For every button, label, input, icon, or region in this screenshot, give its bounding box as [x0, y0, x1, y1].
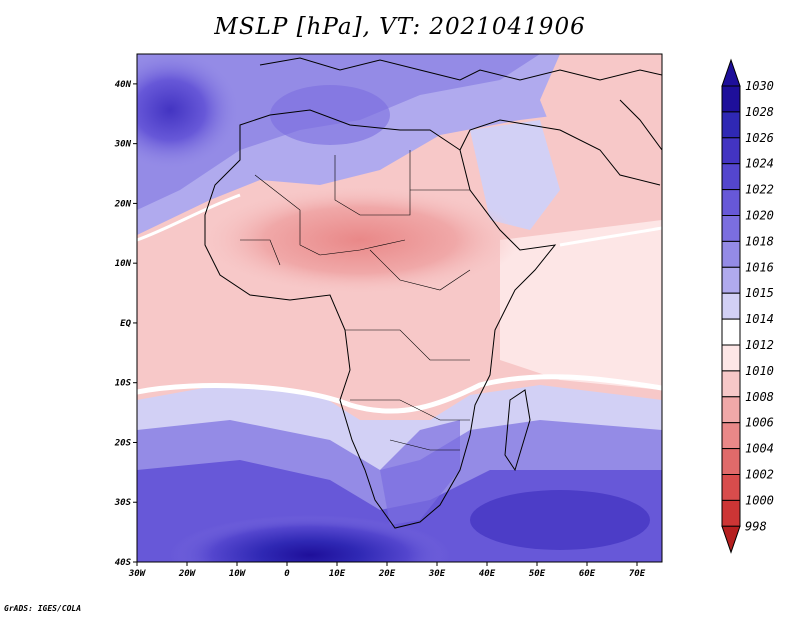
latitude-axis: 40N 30N 20N 10N EQ 10S 20S 30S 40S — [114, 80, 137, 568]
lon-tick-label: 30E — [428, 569, 446, 579]
colorbar-label: 1028 — [745, 105, 774, 119]
lat-tick-label: 20N — [114, 199, 132, 209]
lon-tick-label: 20E — [378, 569, 396, 579]
colorbar-swatch — [721, 448, 741, 476]
lat-tick-label: 20S — [114, 438, 132, 448]
colorbar-min-arrow — [721, 525, 741, 554]
lon-tick-label: 70E — [629, 569, 646, 579]
colorbar-swatch — [721, 292, 741, 320]
colorbar-swatch — [721, 499, 741, 527]
colorbar-label: 1012 — [745, 338, 774, 352]
lat-tick-label: 40N — [115, 80, 132, 90]
colorbar-label: 1008 — [745, 390, 774, 404]
colorbar-swatch — [721, 396, 741, 424]
colorbar-label: 1004 — [745, 442, 774, 456]
colorbar-swatch — [721, 137, 741, 165]
lon-tick-label: 0 — [284, 569, 290, 579]
lat-tick-label: EQ — [120, 319, 131, 329]
map-frame — [136, 53, 663, 563]
grads-credit: GrADS: IGES/COLA — [4, 604, 82, 613]
lon-tick-label: 40E — [479, 569, 496, 579]
lon-tick-label: 20W — [178, 569, 197, 579]
pressure-field — [137, 54, 662, 562]
colorbar-label: 1010 — [745, 364, 774, 378]
colorbar-label: 1020 — [745, 209, 774, 223]
colorbar-swatch — [721, 215, 741, 242]
colorbar-label: 1006 — [745, 416, 774, 430]
colorbar-max-arrow — [721, 58, 741, 87]
colorbar-label: 1002 — [745, 468, 774, 482]
lon-tick-label: 60E — [579, 569, 596, 579]
colorbar-swatch — [721, 240, 741, 268]
lat-tick-label: 30N — [114, 140, 132, 150]
colorbar-swatch — [721, 111, 741, 139]
colorbar-label: 1026 — [745, 131, 774, 145]
colorbar-label: 1000 — [745, 493, 774, 507]
colorbar-swatch — [721, 370, 741, 398]
lon-tick-label: 50E — [529, 569, 546, 579]
colorbar-swatch — [721, 266, 741, 294]
longitude-axis: 30W 20W 10W 0 10E 20E 30E 40E 50E 60E 70E — [128, 562, 646, 579]
lon-tick-label: 10E — [329, 569, 346, 579]
colorbar-label: 1016 — [745, 260, 774, 274]
colorbar-swatch — [721, 474, 741, 501]
colorbar-swatch — [721, 422, 741, 450]
colorbar-label: 1014 — [745, 312, 774, 326]
colorbar-swatch — [721, 163, 741, 191]
colorbar-label: 1022 — [745, 183, 774, 197]
colorbar-label: 998 — [745, 519, 767, 533]
colorbar-label: 1015 — [745, 286, 774, 300]
colorbar-swatch — [721, 189, 741, 217]
colorbar-label: 1024 — [745, 157, 774, 171]
country-borders — [240, 150, 471, 451]
map-title: MSLP [hPa], VT: 2021041906 — [214, 14, 586, 40]
colorbar-swatch — [721, 318, 741, 346]
lat-tick-label: 40S — [115, 558, 132, 568]
lon-tick-label: 10W — [229, 569, 247, 579]
colorbar-swatch — [721, 344, 741, 372]
colorbar-label: 1030 — [745, 79, 774, 93]
colorbar: 1030 1028 1026 1024 1022 1020 1018 1016 1015 1014… — [721, 58, 774, 554]
coastlines — [204, 57, 662, 529]
colorbar-label: 1018 — [745, 234, 774, 248]
lat-tick-label: 10N — [115, 259, 132, 269]
lat-tick-label: 30S — [114, 498, 132, 508]
lon-tick-label: 30W — [128, 569, 147, 579]
lat-tick-label: 10S — [115, 379, 132, 389]
colorbar-swatch — [721, 85, 741, 113]
